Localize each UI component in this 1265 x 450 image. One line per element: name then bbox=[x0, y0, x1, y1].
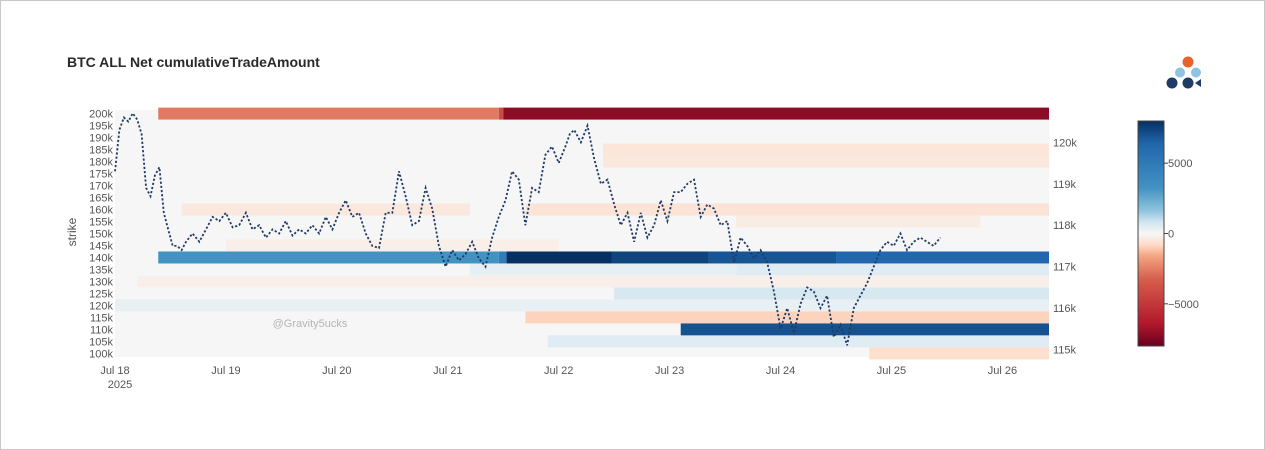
heatmap-cell bbox=[498, 107, 504, 120]
heatmap-cell bbox=[547, 335, 1049, 348]
price-line-layer bbox=[114, 111, 942, 346]
x-axis: Jul 18 Jul 19 Jul 20 Jul 21 Jul 22 Jul 23 Jul … bbox=[100, 365, 1017, 377]
heatmap-cell bbox=[836, 251, 1049, 264]
strike-tick-label: 145k bbox=[89, 240, 113, 252]
watermark: @Gravity5ucks bbox=[273, 318, 348, 330]
price-tick-label: 115k bbox=[1053, 345, 1077, 357]
strike-axis: 100k105k110k115k120k125k130k135k140k145k… bbox=[89, 109, 113, 361]
heatmap-cell bbox=[498, 251, 507, 264]
heatmap-cell bbox=[158, 107, 499, 120]
heatmap-cell bbox=[503, 107, 1049, 120]
x-tick-label: Jul 26 bbox=[988, 365, 1017, 377]
heatmap-cell bbox=[525, 203, 1049, 216]
price-tick-label: 120k bbox=[1053, 137, 1077, 149]
x-tick-label: Jul 20 bbox=[322, 365, 351, 377]
strike-tick-label: 190k bbox=[89, 133, 113, 145]
colorbar-tick-label: 5000 bbox=[1168, 158, 1192, 170]
logo bbox=[1166, 56, 1201, 89]
strike-tick-label: 115k bbox=[90, 312, 114, 324]
heatmap-cell bbox=[736, 215, 981, 228]
heatmap-cell bbox=[869, 347, 1049, 360]
strike-tick-label: 110k bbox=[90, 324, 114, 336]
x-tick-label: Jul 18 bbox=[100, 365, 129, 377]
price-tick-label: 118k bbox=[1053, 220, 1077, 232]
x-tick-label: Jul 19 bbox=[211, 365, 240, 377]
price-tick-label: 117k bbox=[1053, 262, 1077, 274]
strike-tick-label: 140k bbox=[89, 252, 113, 264]
x-tick-label: Jul 23 bbox=[655, 365, 684, 377]
strike-tick-label: 160k bbox=[89, 205, 113, 217]
colorbar-tick-label: 0 bbox=[1168, 229, 1174, 241]
heatmap-cell bbox=[736, 263, 1049, 276]
x-tick-label: Jul 22 bbox=[544, 365, 573, 377]
strike-tick-label: 135k bbox=[89, 264, 113, 276]
strike-tick-label: 100k bbox=[89, 348, 113, 360]
x-year-label: 2025 bbox=[108, 379, 132, 391]
strike-tick-label: 195k bbox=[89, 121, 113, 133]
strike-tick-label: 170k bbox=[89, 181, 113, 193]
strike-tick-label: 185k bbox=[89, 145, 113, 157]
strike-tick-label: 155k bbox=[89, 217, 113, 229]
strike-tick-label: 165k bbox=[89, 193, 113, 205]
strike-tick-label: 150k bbox=[89, 229, 113, 241]
price-line bbox=[114, 111, 942, 346]
strike-axis-title: strike bbox=[65, 217, 79, 246]
heatmap-cell bbox=[603, 155, 1049, 168]
x-tick-label: Jul 24 bbox=[766, 365, 795, 377]
strike-tick-label: 130k bbox=[89, 276, 113, 288]
strike-tick-label: 180k bbox=[89, 157, 113, 169]
heatmap-cell bbox=[680, 323, 1049, 336]
chart-title: BTC ALL Net cumulativeTradeAmount bbox=[67, 54, 320, 70]
x-tick-label: Jul 21 bbox=[433, 365, 462, 377]
heatmap-cell bbox=[469, 263, 737, 276]
strike-tick-label: 200k bbox=[89, 109, 113, 121]
colorbar-tick-label: −5000 bbox=[1168, 299, 1199, 311]
heatmap-cell bbox=[611, 251, 709, 264]
heatmap-cell bbox=[225, 239, 559, 252]
heatmap-cell bbox=[525, 311, 1049, 324]
price-tick-label: 116k bbox=[1053, 303, 1077, 315]
heatmap-cell bbox=[181, 203, 470, 216]
colorbar bbox=[1137, 120, 1165, 347]
heatmap-cell bbox=[506, 251, 612, 264]
heatmap-cell bbox=[158, 251, 499, 264]
colorbar-ticks: 5000 0 −5000 bbox=[1164, 158, 1199, 311]
x-tick-label: Jul 25 bbox=[877, 365, 906, 377]
strike-tick-label: 125k bbox=[89, 288, 113, 300]
heatmap-cell bbox=[115, 299, 1049, 312]
heatmap-cell bbox=[137, 275, 1049, 288]
heatmap-cell bbox=[614, 287, 1049, 300]
strike-tick-label: 175k bbox=[89, 169, 113, 181]
heatmap-cell bbox=[708, 251, 837, 264]
heatmap-layer bbox=[115, 107, 1049, 360]
price-tick-label: 119k bbox=[1053, 179, 1077, 191]
strike-tick-label: 105k bbox=[89, 336, 113, 348]
strike-tick-label: 120k bbox=[89, 300, 113, 312]
heatmap-cell bbox=[603, 143, 1049, 156]
price-axis: 115k 116k 117k 118k 119k 120k bbox=[1053, 137, 1077, 356]
